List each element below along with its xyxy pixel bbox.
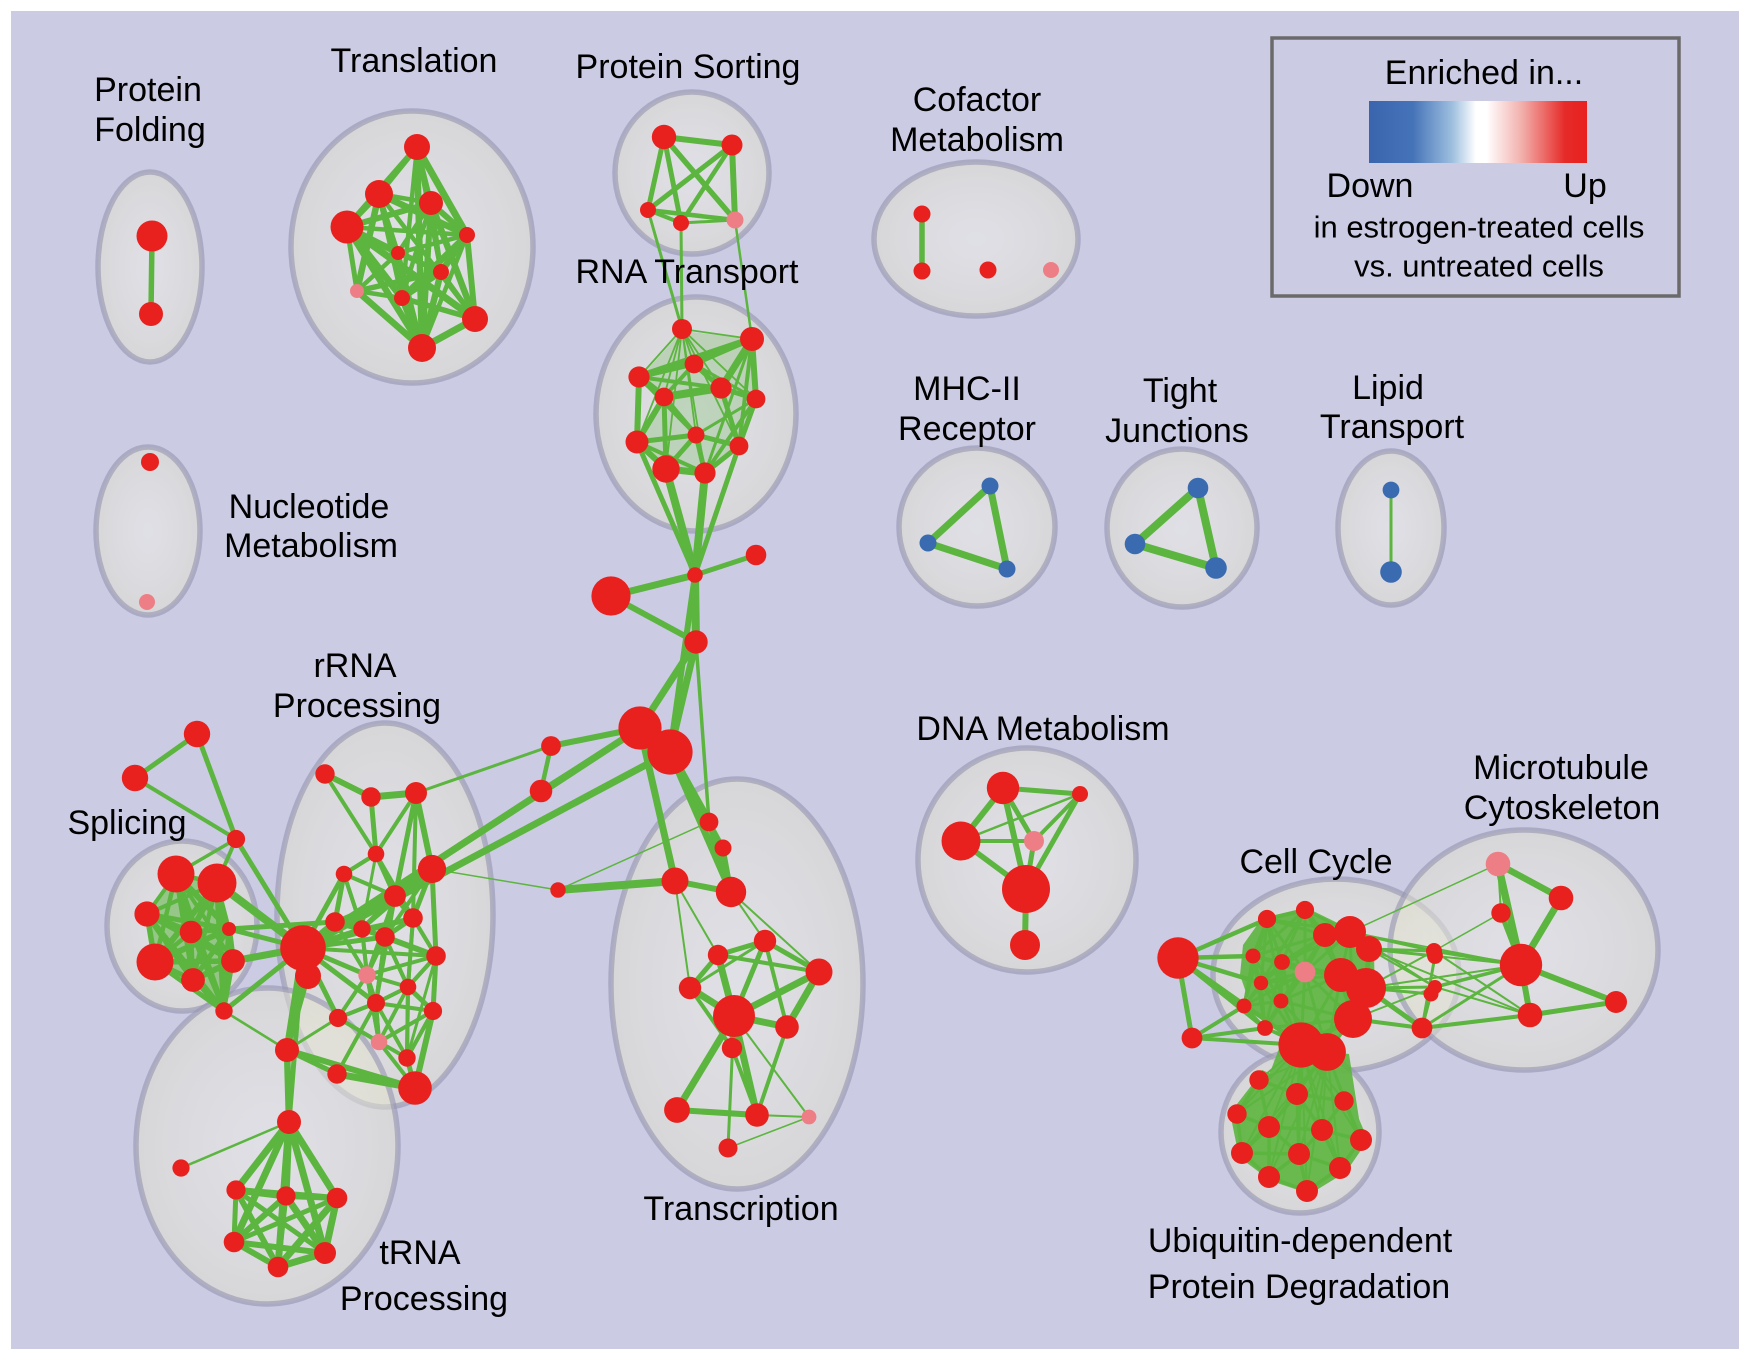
svg-text:Processing: Processing — [340, 1280, 508, 1318]
svg-text:in estrogen-treated cells: in estrogen-treated cells — [1314, 210, 1645, 245]
svg-text:Nucleotide: Nucleotide — [229, 488, 390, 526]
svg-text:Cofactor: Cofactor — [913, 81, 1042, 119]
svg-text:Down: Down — [1327, 167, 1414, 205]
svg-text:Folding: Folding — [94, 111, 206, 149]
svg-text:Protein Degradation: Protein Degradation — [1148, 1268, 1450, 1306]
svg-text:Metabolism: Metabolism — [890, 121, 1064, 159]
svg-text:Enriched in...: Enriched in... — [1385, 54, 1583, 92]
svg-text:Processing: Processing — [273, 687, 441, 725]
svg-text:MHC-II: MHC-II — [913, 370, 1021, 408]
svg-text:Cell Cycle: Cell Cycle — [1239, 843, 1392, 881]
svg-text:Up: Up — [1563, 167, 1606, 205]
svg-text:Microtubule: Microtubule — [1473, 749, 1649, 787]
svg-text:tRNA: tRNA — [379, 1234, 461, 1272]
svg-text:Tight: Tight — [1143, 372, 1218, 410]
svg-text:DNA Metabolism: DNA Metabolism — [916, 710, 1169, 748]
svg-text:Lipid: Lipid — [1352, 369, 1424, 407]
svg-text:Splicing: Splicing — [67, 804, 186, 842]
svg-text:Protein: Protein — [94, 71, 202, 109]
svg-text:Ubiquitin-dependent: Ubiquitin-dependent — [1148, 1222, 1453, 1260]
svg-text:Cytoskeleton: Cytoskeleton — [1464, 789, 1661, 827]
svg-text:Transcription: Transcription — [643, 1190, 838, 1228]
svg-text:Protein Sorting: Protein Sorting — [576, 48, 801, 86]
svg-text:Transport: Transport — [1320, 408, 1465, 446]
svg-text:Metabolism: Metabolism — [224, 527, 398, 565]
svg-text:RNA Transport: RNA Transport — [576, 253, 800, 291]
svg-text:rRNA: rRNA — [313, 647, 396, 685]
svg-text:Translation: Translation — [331, 42, 498, 80]
svg-text:Receptor: Receptor — [898, 410, 1036, 448]
svg-text:Junctions: Junctions — [1105, 412, 1249, 450]
svg-text:vs. untreated cells: vs. untreated cells — [1354, 249, 1604, 284]
